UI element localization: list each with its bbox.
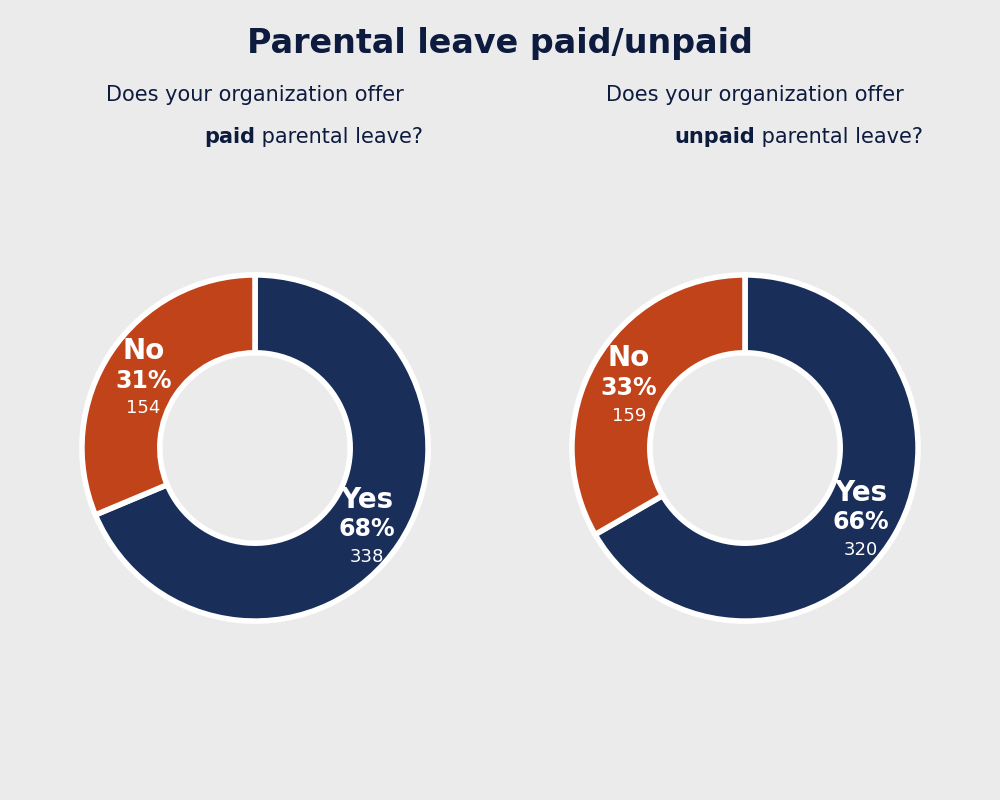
Text: 320: 320 (844, 541, 878, 558)
Wedge shape (572, 275, 745, 534)
Text: paid: paid (204, 127, 255, 147)
Text: parental leave?: parental leave? (755, 127, 923, 147)
Text: parental leave?: parental leave? (255, 127, 423, 147)
Text: No: No (122, 338, 164, 366)
Text: 66%: 66% (833, 510, 889, 534)
Text: 338: 338 (349, 548, 384, 566)
Text: 154: 154 (126, 399, 161, 418)
Text: Yes: Yes (340, 486, 393, 514)
Text: 159: 159 (612, 406, 646, 425)
Text: 31%: 31% (115, 369, 172, 393)
Text: Does your organization offer: Does your organization offer (606, 86, 904, 106)
Wedge shape (82, 275, 255, 515)
Text: 33%: 33% (601, 376, 657, 400)
Text: 68%: 68% (338, 518, 395, 542)
Wedge shape (595, 275, 918, 621)
Text: No: No (608, 345, 650, 373)
Wedge shape (95, 275, 428, 621)
Text: Yes: Yes (835, 478, 888, 506)
Text: Parental leave paid/unpaid: Parental leave paid/unpaid (247, 27, 753, 61)
Text: unpaid: unpaid (674, 127, 755, 147)
Text: Does your organization offer: Does your organization offer (106, 86, 404, 106)
